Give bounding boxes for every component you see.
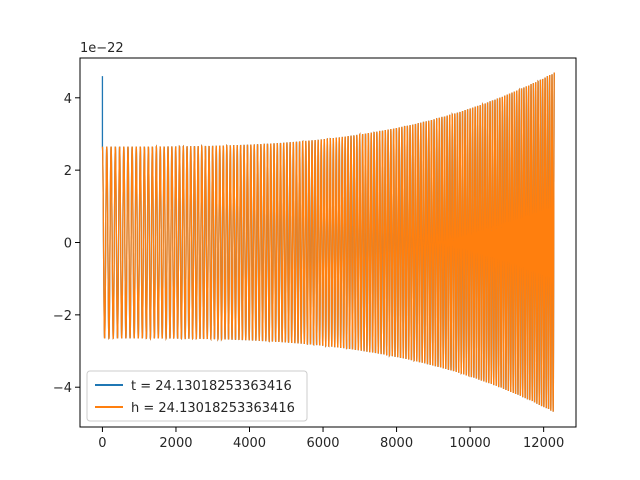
x-tick-label: 12000 — [523, 436, 564, 451]
y-tick-label: 2 — [64, 164, 72, 179]
y-tick-label: −4 — [53, 381, 72, 396]
x-tick-label: 6000 — [306, 436, 339, 451]
x-tick-label: 4000 — [233, 436, 266, 451]
x-tick-label: 2000 — [159, 436, 192, 451]
y-tick-label: 0 — [64, 237, 72, 252]
x-tick-label: 10000 — [449, 436, 490, 451]
legend-label-t: t = 24.13018253363416 — [131, 379, 292, 394]
y-tick-label: 4 — [64, 92, 72, 107]
y-offset-label: 1e−22 — [80, 41, 124, 56]
x-tick-label: 8000 — [380, 436, 413, 451]
y-axis: −4 −2 0 2 4 — [53, 92, 80, 396]
legend-box — [86, 370, 308, 422]
y-tick-label: −2 — [53, 309, 72, 324]
x-axis: 0 2000 4000 6000 8000 10000 12000 — [98, 427, 564, 451]
series-layer — [101, 72, 555, 412]
legend-label-h: h = 24.13018253363416 — [131, 401, 295, 416]
x-tick-label: 0 — [98, 436, 106, 451]
legend: t = 24.13018253363416 h = 24.13018253363… — [86, 370, 308, 422]
series-line-h — [101, 72, 555, 412]
